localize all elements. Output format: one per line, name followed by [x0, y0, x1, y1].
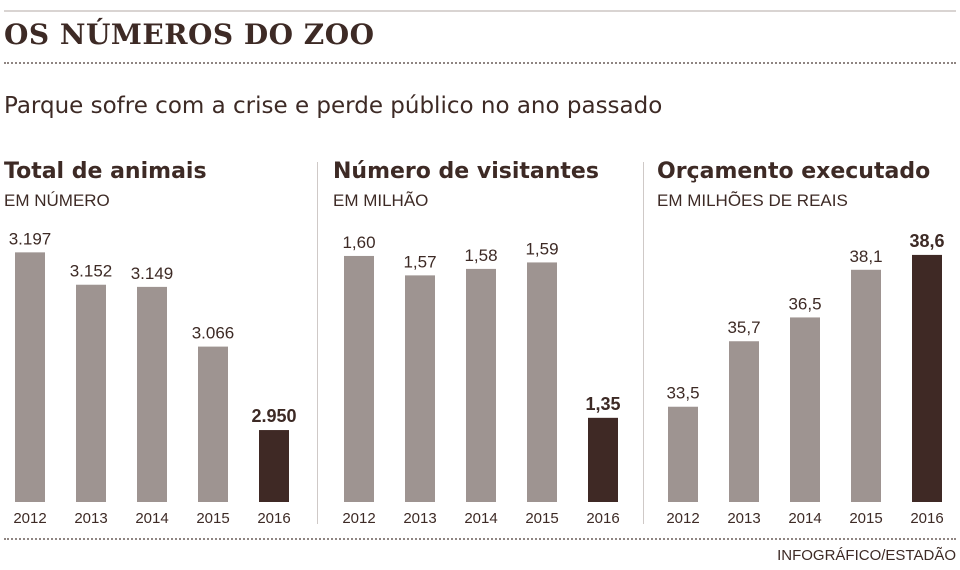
credit: INFOGRÁFICO/ESTADÃO [777, 547, 956, 564]
chart-panel-visitors: Número de visitantes EM MILHÃO 1,60 2012 1… [333, 155, 633, 530]
chart-title: Total de animais [4, 159, 207, 184]
x-tick-label-2012: 2012 [666, 510, 699, 527]
data-label-2013: 35,7 [727, 318, 760, 337]
dotted-divider-bottom [4, 538, 956, 540]
chart-title: Número de visitantes [333, 159, 599, 184]
x-tick-label-2014: 2014 [135, 510, 168, 527]
top-rule [4, 10, 956, 12]
bar-2014 [466, 268, 496, 502]
bar-2013 [729, 341, 759, 502]
data-label-2015: 38,1 [849, 247, 882, 266]
bar-chart-animals: 3.197 2012 3.152 2013 3.149 2014 3.066 2015 2.95… [9, 229, 297, 527]
headline: OS NÚMEROS DO ZOO [4, 18, 375, 51]
chart-unit-label: EM MILHÕES DE REAIS [657, 191, 848, 210]
x-tick-label-2014: 2014 [788, 510, 821, 527]
chart-panel-budget: Orçamento executado EM MILHÕES DE REAIS … [657, 155, 957, 530]
x-tick-label-2013: 2013 [74, 510, 107, 527]
x-tick-label-2016: 2016 [910, 510, 943, 527]
x-tick-label-2012: 2012 [13, 510, 46, 527]
bar-2012 [344, 255, 374, 502]
x-tick-label-2016: 2016 [586, 510, 619, 527]
bar-chart-budget: 33,5 2012 35,7 2013 36,5 2014 38,1 2015 38,6 2016 [666, 231, 944, 527]
x-tick-label-2015: 2015 [196, 510, 229, 527]
data-label-2016: 38,6 [909, 231, 944, 251]
bar-2016 [259, 430, 289, 502]
x-tick-label-2013: 2013 [727, 510, 760, 527]
bar-2016 [912, 254, 942, 502]
x-tick-label-2013: 2013 [403, 510, 436, 527]
bar-2014 [790, 317, 820, 502]
data-label-2013: 3.152 [70, 262, 113, 281]
data-label-2012: 3.197 [9, 229, 52, 248]
data-label-2016: 1,35 [585, 394, 620, 414]
bar-2015 [198, 346, 228, 502]
data-label-2014: 3.149 [131, 264, 174, 283]
x-tick-label-2015: 2015 [525, 510, 558, 527]
bar-2015 [851, 269, 881, 502]
data-label-2014: 1,58 [464, 246, 497, 265]
x-tick-label-2012: 2012 [342, 510, 375, 527]
chart-unit-label: EM MILHÃO [333, 191, 429, 210]
data-label-2014: 36,5 [788, 294, 821, 313]
chart-unit-label: EM NÚMERO [4, 191, 110, 210]
subtitle: Parque sofre com a crise e perde público… [4, 93, 663, 119]
x-tick-label-2014: 2014 [464, 510, 497, 527]
data-label-2016: 2.950 [251, 406, 296, 426]
chart-panel-animals: Total de animais EM NÚMERO 3.197 2012 3.15… [4, 155, 304, 530]
bar-2013 [405, 275, 435, 502]
chart-title: Orçamento executado [657, 159, 931, 184]
data-label-2013: 1,57 [403, 252, 436, 271]
bar-chart-visitors: 1,60 2012 1,57 2013 1,58 2014 1,59 2015 1,35 2016 [342, 233, 620, 527]
panel-divider [643, 162, 644, 524]
data-label-2015: 3.066 [192, 324, 235, 343]
bar-2014 [137, 286, 167, 502]
data-label-2012: 1,60 [342, 233, 375, 252]
x-tick-label-2015: 2015 [849, 510, 882, 527]
bar-2016 [588, 417, 618, 502]
data-label-2012: 33,5 [666, 384, 699, 403]
dotted-divider-top [4, 62, 956, 64]
bar-2015 [527, 262, 557, 502]
data-label-2015: 1,59 [525, 239, 558, 258]
panel-divider [317, 162, 318, 524]
x-tick-label-2016: 2016 [257, 510, 290, 527]
bar-2012 [15, 252, 45, 502]
bar-2012 [668, 406, 698, 502]
bar-2013 [76, 284, 106, 502]
